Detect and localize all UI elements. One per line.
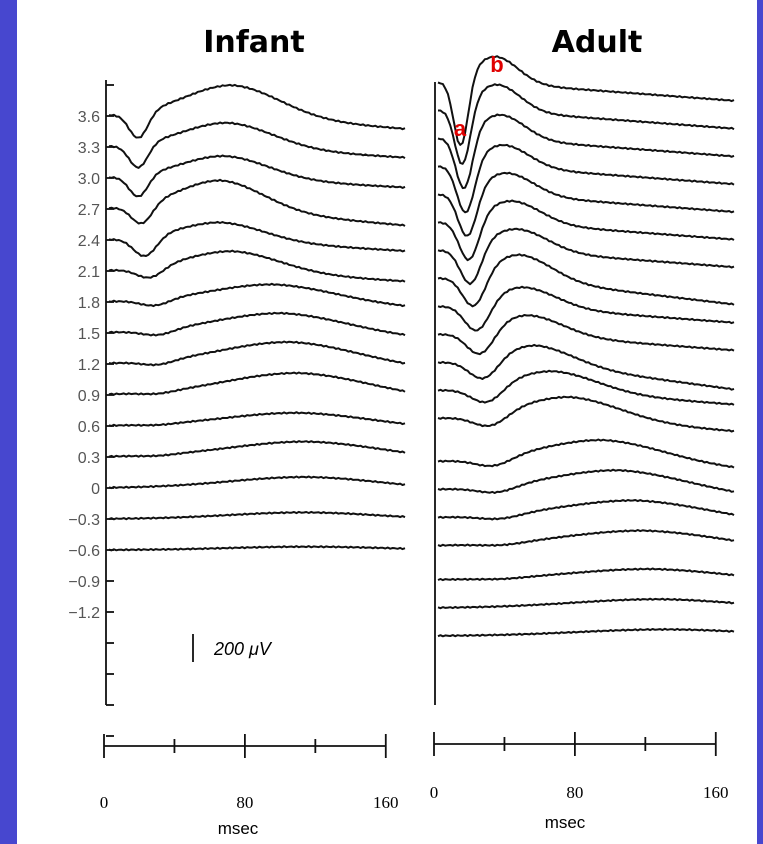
- infant-y-ticks: [106, 84, 114, 737]
- trace-3.6: [108, 83, 406, 139]
- trace-0.3: [108, 440, 406, 458]
- adult-x-label: msec: [545, 813, 586, 832]
- trace-0.6: [108, 411, 406, 427]
- trace-13: [437, 395, 735, 433]
- trace-20: [437, 627, 735, 638]
- trace-1.5: [108, 311, 406, 337]
- trace-10: [437, 314, 735, 356]
- y-tick-label: 1.8: [78, 295, 100, 312]
- trace-4: [437, 143, 735, 214]
- trace-3.0: [108, 154, 406, 198]
- infant-time-axis: 0 80 160: [100, 734, 399, 812]
- trace-2.4: [108, 220, 406, 257]
- trace-3.3: [108, 121, 406, 169]
- time-tick-label: 80: [236, 793, 253, 812]
- trace-1.8: [108, 282, 406, 308]
- infant-x-label: msec: [218, 819, 259, 838]
- y-tick-label: 3.3: [78, 140, 100, 157]
- y-tick-label: −1.2: [68, 605, 100, 622]
- time-tick-label: 80: [566, 783, 583, 802]
- y-tick-label: 0.3: [78, 450, 100, 467]
- trace-−0.6: [108, 545, 406, 552]
- trace-12: [437, 369, 735, 406]
- trace-17: [437, 529, 735, 547]
- figure-panel: Infant Adult 3.6 3.3 3.0 2.7 2.4 2.1 1.8 1.5 1.2…: [17, 0, 757, 844]
- trace-2: [438, 83, 735, 165]
- time-tick-label: 160: [703, 783, 729, 802]
- y-tick-label: −0.9: [68, 574, 100, 591]
- y-tick-label: 2.4: [78, 233, 100, 250]
- trace-15: [437, 468, 735, 494]
- trace-9: [437, 285, 735, 332]
- time-tick-label: 0: [100, 793, 109, 812]
- trace-5: [437, 171, 735, 237]
- erg-figure: Infant Adult 3.6 3.3 3.0 2.7 2.4 2.1 1.8 1.5 1.2…: [68, 25, 735, 838]
- trace-6: [437, 199, 735, 262]
- time-tick-label: 160: [373, 793, 399, 812]
- trace-8: [437, 253, 735, 308]
- trace-16: [437, 499, 735, 521]
- y-tick-label: −0.3: [68, 512, 100, 529]
- adult-title: Adult: [552, 25, 643, 60]
- trace-0: [108, 475, 406, 490]
- y-tick-label: 1.2: [78, 357, 100, 374]
- infant-traces: [108, 83, 406, 552]
- adult-time-axis: 0 80 160: [430, 732, 729, 802]
- y-tick-label: 2.7: [78, 202, 100, 219]
- y-tick-label: 3.6: [78, 109, 100, 126]
- y-tick-label: 0.9: [78, 388, 100, 405]
- adult-traces: [437, 55, 735, 638]
- infant-axes: 3.6 3.3 3.0 2.7 2.4 2.1 1.8 1.5 1.2 0.9 0.6 0.3 0 −0.…: [68, 80, 114, 737]
- time-tick-label: 0: [430, 783, 439, 802]
- b-wave-label: b: [490, 52, 503, 77]
- y-tick-label: −0.6: [68, 543, 100, 560]
- trace-7: [437, 227, 735, 286]
- trace-14: [437, 438, 735, 469]
- scale-bar: 200 μV: [192, 634, 273, 662]
- trace-1.2: [108, 340, 406, 367]
- trace-2.1: [108, 249, 406, 283]
- y-tick-label: 2.1: [78, 264, 100, 281]
- a-wave-label: a: [454, 116, 467, 141]
- trace-2.7: [108, 178, 406, 227]
- y-tick-label: 1.5: [78, 326, 100, 343]
- trace-19: [437, 597, 735, 610]
- trace-0.9: [108, 371, 406, 396]
- infant-title: Infant: [203, 25, 305, 60]
- trace-18: [437, 567, 735, 582]
- trace-11: [437, 343, 735, 391]
- y-tick-label: 0.6: [78, 419, 100, 436]
- trace-1: [437, 55, 735, 146]
- scale-bar-label: 200 μV: [213, 639, 273, 659]
- trace-3: [437, 113, 735, 190]
- trace-−0.3: [108, 510, 406, 521]
- y-tick-label: 0: [91, 481, 100, 498]
- y-tick-labels: 3.6 3.3 3.0 2.7 2.4 2.1 1.8 1.5 1.2 0.9 0.6 0.3 0 −0.…: [68, 109, 100, 622]
- y-tick-label: 3.0: [78, 171, 100, 188]
